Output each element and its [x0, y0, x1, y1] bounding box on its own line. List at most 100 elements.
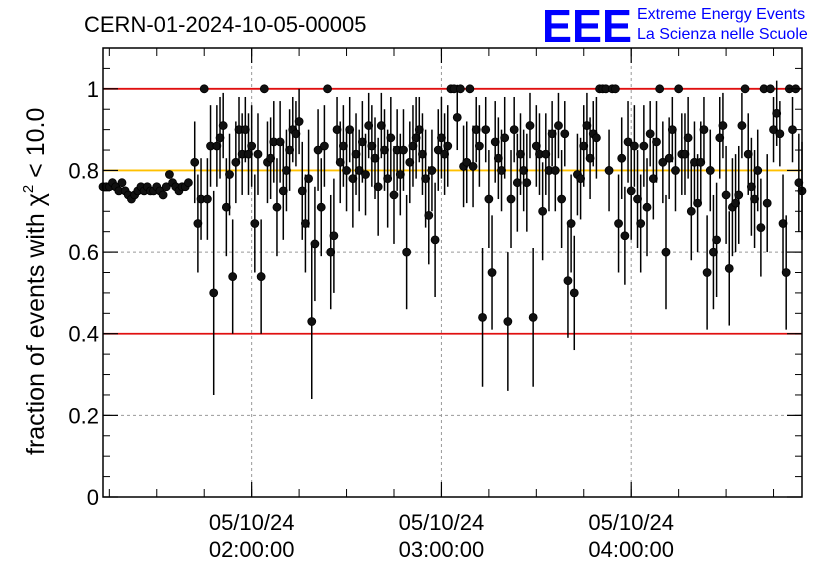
data-point-127: [503, 317, 513, 326]
data-point-63: [301, 219, 310, 228]
data-point-58: [285, 145, 295, 155]
data-point-203: [743, 149, 753, 159]
data-point-37: [218, 121, 228, 130]
y-tick-label-2: 0.4: [68, 322, 99, 347]
x-tick-time-2: 04:00:00: [588, 537, 674, 562]
data-point-96: [405, 157, 415, 167]
data-point-133: [522, 178, 532, 188]
y-axis-label-chi: χ: [22, 193, 50, 206]
data-point-94: [399, 145, 408, 155]
data-point-207: [756, 223, 766, 233]
y-tick-label-1: 0.2: [68, 403, 99, 428]
data-point-215: [781, 268, 791, 277]
data-point-214: [778, 219, 788, 228]
eee-logo: EEE Extreme Energy Events La Scienza nel…: [542, 0, 808, 52]
data-point-190: [702, 268, 712, 277]
data-point-111: [452, 112, 462, 122]
data-point-67: [313, 145, 323, 155]
x-tick-date-0: 05/10/24: [209, 510, 295, 535]
data-point-159: [604, 166, 614, 175]
data-point-212: [772, 108, 782, 118]
data-point-189: [699, 125, 709, 135]
data-point-55: [275, 137, 285, 147]
data-point-119: [478, 312, 487, 322]
data-point-168: [633, 194, 642, 204]
data-point-35: [212, 141, 222, 151]
data-point-93: [395, 170, 405, 179]
data-point-132: [519, 166, 529, 175]
data-point-181: [674, 84, 684, 94]
data-point-97: [408, 141, 418, 151]
data-point-61: [294, 117, 304, 126]
data-point-139: [541, 149, 551, 159]
data-point-124: [493, 153, 503, 163]
data-point-134: [525, 121, 535, 130]
data-point-76: [342, 166, 351, 175]
data-point-175: [655, 84, 665, 94]
data-point-153: [585, 153, 595, 163]
data-point-117: [471, 125, 481, 135]
data-point-57: [282, 166, 291, 175]
data-point-87: [376, 121, 386, 130]
data-point-122: [487, 268, 497, 277]
data-point-46: [247, 141, 257, 151]
data-point-73: [332, 125, 342, 135]
data-point-200: [734, 190, 744, 200]
data-point-107: [440, 149, 449, 159]
data-point-195: [718, 121, 728, 130]
data-point-75: [338, 141, 348, 151]
data-point-202: [740, 84, 750, 94]
data-point-79: [351, 149, 361, 159]
data-point-54: [272, 202, 282, 212]
data-point-64: [304, 174, 313, 184]
grid-lines: [103, 48, 802, 497]
y-axis-label-exponent: 2: [20, 185, 37, 193]
data-point-120: [481, 125, 491, 135]
data-point-78: [348, 174, 358, 184]
data-point-104: [430, 235, 440, 245]
data-point-48: [253, 149, 263, 159]
data-point-176: [658, 157, 668, 167]
data-point-145: [560, 129, 570, 139]
data-point-121: [484, 194, 494, 204]
data-point-187: [693, 198, 703, 208]
data-point-71: [326, 247, 336, 257]
data-point-155: [592, 133, 601, 143]
data-point-66: [310, 239, 320, 249]
data-point-6: [117, 178, 127, 188]
data-point-86: [373, 182, 383, 192]
data-point-62: [297, 186, 307, 196]
data-point-77: [345, 125, 355, 135]
data-point-105: [433, 145, 443, 155]
data-point-106: [437, 133, 446, 143]
data-point-41: [231, 157, 241, 167]
data-point-170: [639, 141, 649, 151]
data-point-150: [576, 174, 585, 184]
data-point-131: [516, 149, 525, 159]
data-point-114: [462, 157, 472, 167]
data-point-98: [411, 133, 421, 143]
data-point-161: [610, 84, 620, 94]
data-point-164: [620, 231, 630, 241]
data-point-201: [737, 121, 747, 130]
chart-title: CERN-01-2024-10-05-00005: [84, 12, 367, 37]
data-point-101: [421, 174, 431, 184]
data-point-141: [547, 129, 557, 139]
data-point-178: [664, 153, 674, 163]
data-point-36: [215, 133, 225, 143]
data-point-143: [554, 121, 563, 130]
data-point-21: [165, 170, 174, 179]
data-point-118: [474, 141, 484, 151]
data-point-148: [569, 288, 579, 298]
data-point-115: [465, 84, 475, 94]
y-tick-label-5: 1: [87, 77, 99, 102]
data-point-191: [705, 166, 715, 175]
data-point-49: [256, 272, 266, 281]
data-point-210: [765, 84, 775, 94]
x-tick-time-0: 02:00:00: [209, 537, 295, 562]
data-point-138: [538, 206, 548, 216]
data-point-129: [509, 125, 519, 135]
data-points: [98, 80, 807, 400]
data-point-112: [456, 84, 465, 94]
